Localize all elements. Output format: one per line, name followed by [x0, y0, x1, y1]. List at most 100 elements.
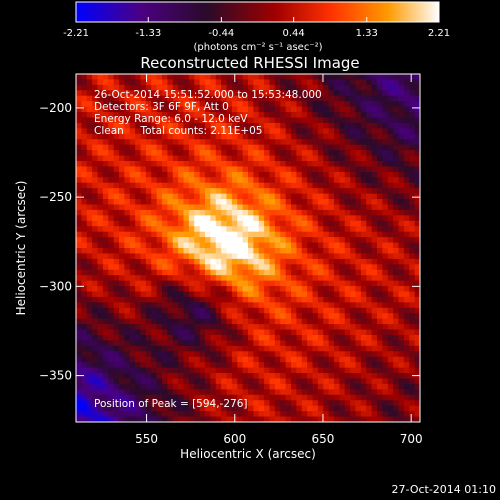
heatmap-cell [280, 161, 287, 168]
heatmap-cell [248, 144, 254, 151]
heatmap-cell [393, 318, 400, 325]
heatmap-cell [86, 302, 93, 309]
heatmap-cell [382, 258, 389, 265]
heatmap-cell [231, 139, 238, 146]
heatmap-cell [258, 144, 265, 151]
heatmap-cell [97, 275, 104, 282]
heatmap-cell [205, 112, 211, 119]
heatmap-cell [156, 166, 163, 173]
heatmap-cell [199, 318, 206, 325]
heatmap-cell [258, 215, 265, 222]
heatmap-cell [323, 112, 330, 119]
heatmap-cell [301, 84, 308, 91]
heatmap-cell [140, 182, 147, 189]
heatmap-cell [398, 215, 405, 222]
heatmap-cell [269, 155, 276, 162]
heatmap-cell [108, 329, 115, 336]
heatmap-cell [135, 188, 142, 195]
heatmap-cell [328, 248, 335, 255]
heatmap-cell [323, 264, 330, 271]
heatmap-cell [285, 307, 292, 314]
heatmap-cell [360, 79, 367, 86]
heatmap-cell [280, 117, 287, 124]
heatmap-cell [296, 286, 303, 293]
heatmap-cell [339, 177, 346, 184]
heatmap-cell [205, 340, 211, 347]
heatmap-cell [280, 112, 287, 119]
heatmap-cell [129, 215, 136, 222]
heatmap-cell [221, 231, 228, 238]
heatmap-cell [92, 389, 99, 396]
heatmap-cell [323, 117, 330, 124]
heatmap-cell [194, 264, 201, 271]
heatmap-cell [291, 335, 297, 342]
heatmap-cell [377, 231, 383, 238]
heatmap-cell [194, 411, 201, 418]
heatmap-cell [194, 215, 201, 222]
heatmap-cell [377, 226, 383, 233]
heatmap-cell [258, 112, 265, 119]
heatmap-cell [403, 400, 410, 407]
heatmap-cell [140, 345, 147, 352]
heatmap-cell [296, 362, 303, 369]
heatmap-cell [291, 226, 297, 233]
heatmap-cell [344, 133, 351, 140]
heatmap-cell [393, 106, 400, 113]
heatmap-cell [360, 209, 367, 216]
heatmap-cell [382, 220, 389, 227]
heatmap-cell [409, 367, 416, 374]
heatmap-cell [210, 248, 217, 255]
heatmap-cell [296, 335, 303, 342]
heatmap-cell [215, 231, 222, 238]
heatmap-cell [253, 226, 260, 233]
heatmap-cell [113, 220, 120, 227]
heatmap-cell [135, 291, 142, 298]
heatmap-cell [382, 182, 389, 189]
heatmap-cell [102, 74, 109, 81]
heatmap-cell [205, 128, 211, 135]
heatmap-cell [360, 166, 367, 173]
heatmap-cell [274, 248, 281, 255]
heatmap-cell [92, 155, 99, 162]
heatmap-cell [323, 220, 330, 227]
heatmap-cell [108, 150, 115, 157]
heatmap-cell [377, 209, 383, 216]
heatmap-cell [162, 378, 168, 385]
heatmap-cell [285, 264, 292, 271]
heatmap-cell [172, 416, 179, 422]
heatmap-cell [140, 340, 147, 347]
heatmap-cell [151, 95, 158, 102]
heatmap-cell [108, 373, 115, 380]
heatmap-cell [291, 329, 297, 336]
heatmap-cell [269, 258, 276, 265]
heatmap-cell [414, 264, 420, 271]
heatmap-cell [215, 318, 222, 325]
heatmap-cell [366, 318, 373, 325]
heatmap-cell [113, 400, 120, 407]
heatmap-cell [280, 296, 287, 303]
heatmap-cell [210, 171, 217, 178]
heatmap-cell [301, 226, 308, 233]
heatmap-cell [237, 122, 244, 129]
heatmap-cell [355, 345, 362, 352]
heatmap-cell [382, 362, 389, 369]
heatmap-cell [403, 362, 410, 369]
heatmap-cell [76, 237, 82, 244]
heatmap-cell [188, 313, 195, 320]
heatmap-cell [414, 286, 420, 293]
heatmap-cell [151, 74, 158, 81]
heatmap-cell [183, 166, 190, 173]
heatmap-cell [301, 133, 308, 140]
heatmap-cell [398, 416, 405, 422]
heatmap-cell [162, 286, 168, 293]
heatmap-cell [183, 275, 190, 282]
heatmap-cell [242, 291, 249, 298]
heatmap-cell [167, 209, 174, 216]
heatmap-cell [248, 340, 254, 347]
heatmap-cell [172, 389, 179, 396]
heatmap-cell [296, 182, 303, 189]
heatmap-cell [210, 340, 217, 347]
heatmap-cell [178, 302, 185, 309]
heatmap-cell [307, 177, 314, 184]
heatmap-cell [135, 199, 142, 206]
